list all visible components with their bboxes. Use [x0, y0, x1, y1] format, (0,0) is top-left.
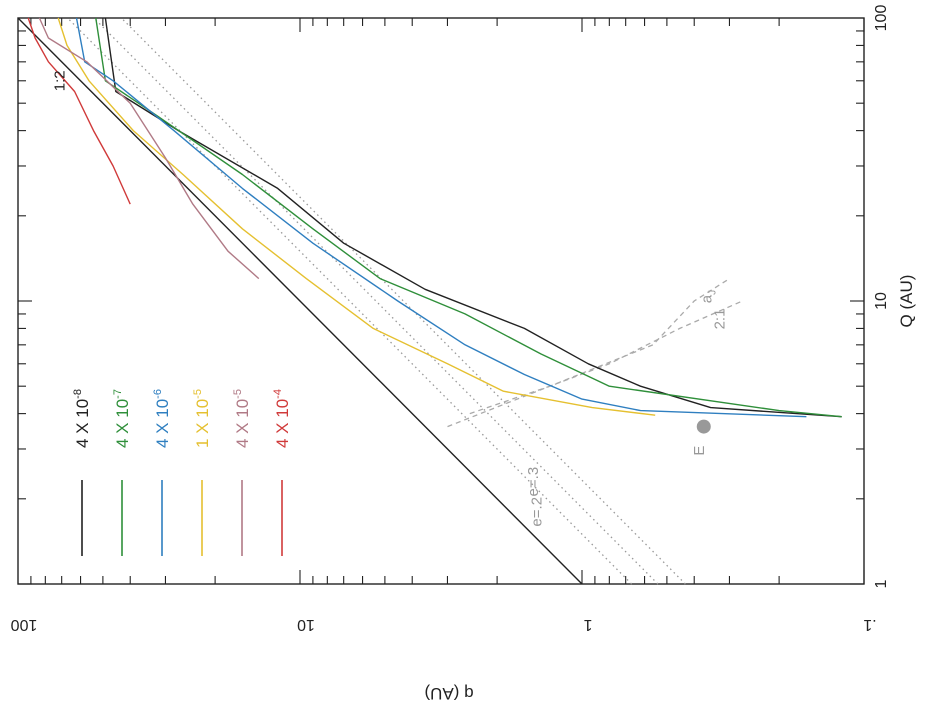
earth-marker [696, 419, 711, 434]
reference-curve [93, 17, 659, 585]
reference-curve [67, 17, 633, 585]
axis-titles: Q (AU) q (AU) [424, 275, 916, 703]
reference-label: e=.2 [529, 497, 546, 527]
y-tick-label: 1 [583, 616, 592, 633]
y-tick-label: .1 [863, 616, 876, 633]
marker-label: E [691, 446, 708, 456]
legend-label: 4 X 10-7 [112, 389, 132, 448]
legend-label: 4 X 10-6 [152, 389, 172, 448]
label-subscript: J [707, 290, 718, 295]
plot-frame [17, 17, 865, 585]
contour-line [38, 17, 260, 280]
legend-label: 4 X 10-4 [272, 389, 292, 448]
reference-label: e=.3 [525, 467, 542, 497]
legend-exponent: -4 [272, 389, 284, 399]
contour-series [27, 17, 842, 418]
legend-label: 1 X 10-5 [192, 389, 212, 448]
legend-exponent: -7 [112, 389, 124, 399]
axis-ticks [18, 18, 865, 585]
x-tick-label: 10 [873, 292, 890, 310]
reference-curve [447, 278, 730, 428]
contour-line [95, 17, 842, 418]
x-tick-label: 1 [873, 579, 890, 588]
legend-exponent: -6 [152, 389, 164, 399]
legend-exponent: -5 [232, 389, 244, 399]
diagonal-line [17, 17, 583, 585]
y-axis-title: q (AU) [424, 684, 473, 703]
legend-exponent: -5 [192, 389, 204, 399]
reference-label: 1:2 [52, 70, 69, 91]
reference-curve [120, 17, 686, 585]
reference-label: aJ [698, 290, 718, 303]
x-tick-label: 100 [873, 5, 890, 32]
contour-line [27, 17, 131, 205]
y-tick-label: 10 [297, 616, 315, 633]
reference-label: 2:1 [711, 309, 728, 330]
reference-curve [469, 300, 743, 415]
tick-labels: 1 10 100 .1 1 10 100 [11, 5, 890, 633]
x-axis-title: Q (AU) [897, 275, 916, 328]
y-tick-label: 100 [11, 616, 38, 633]
reference-lines [17, 17, 743, 585]
legend: 4 X 10-8 4 X 10-7 4 X 10-6 1 X 10-5 4 X 10-5… [72, 389, 292, 556]
legend-label: 4 X 10-5 [232, 389, 252, 448]
contour-line [75, 17, 807, 418]
contour-line [57, 17, 656, 416]
legend-label: 4 X 10-8 [72, 389, 92, 448]
legend-exponent: -8 [72, 389, 84, 399]
annotations: 1:2 e=.2e=.3 aJ 2:1 E [52, 70, 729, 526]
